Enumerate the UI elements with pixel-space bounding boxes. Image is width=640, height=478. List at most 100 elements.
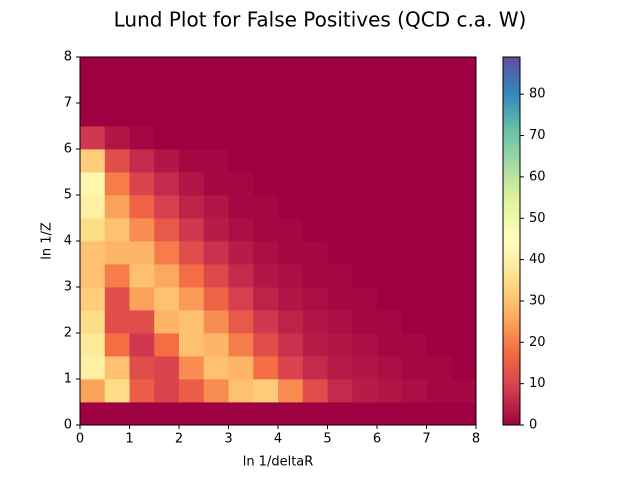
x-tick-label: 5 [323,432,331,447]
heatmap-cell [401,149,427,173]
y-axis-label: ln 1/Z [40,222,55,260]
heatmap-cell [80,103,106,127]
heatmap-cell [278,264,304,288]
heatmap-cell [377,402,403,426]
heatmap-cell [451,172,477,196]
heatmap-cell [154,57,180,81]
heatmap-cell [253,333,279,357]
heatmap-cell [352,379,378,403]
heatmap-cell [377,103,403,127]
heatmap-cell [278,218,304,242]
heatmap-cell [253,379,279,403]
heatmap-cell [129,218,155,242]
y-tick-label: 4 [64,234,72,249]
heatmap-cell [228,379,254,403]
heatmap-cell [253,149,279,173]
heatmap-cell [80,195,106,219]
heatmap-cell [253,195,279,219]
heatmap-cell [278,310,304,334]
heatmap-cell [179,241,205,265]
heatmap-cell [278,287,304,311]
heatmap-cell [104,172,130,196]
heatmap-cell [179,57,205,81]
heatmap-cell [401,241,427,265]
heatmap-cell [104,310,130,334]
heatmap-cell [129,57,155,81]
heatmap-cell [426,356,452,380]
heatmap-cell [352,310,378,334]
heatmap-cell [451,379,477,403]
heatmap-cell [154,218,180,242]
heatmap-cell [278,172,304,196]
heatmap-cell [179,333,205,357]
heatmap-cell [302,356,328,380]
heatmap-cell [179,149,205,173]
heatmap-cell [104,103,130,127]
heatmap-cell [327,241,353,265]
heatmap-cell [352,402,378,426]
heatmap-cell [327,195,353,219]
heatmap-cell [426,333,452,357]
heatmap-cell [302,310,328,334]
heatmap-cell [80,356,106,380]
heatmap-cell [451,195,477,219]
heatmap-cell [302,379,328,403]
heatmap-cell [278,57,304,81]
chart-title: Lund Plot for False Positives (QCD c.a. … [114,8,527,32]
x-axis-label: ln 1/deltaR [243,455,314,470]
heatmap-cell [302,287,328,311]
heatmap-cell [203,149,229,173]
heatmap-cell [302,264,328,288]
x-tick-label: 0 [76,432,84,447]
heatmap-cell [129,149,155,173]
heatmap-cell [104,264,130,288]
heatmap-cell [129,333,155,357]
x-tick-label: 4 [274,432,282,447]
heatmap-cell [253,310,279,334]
heatmap-cell [253,264,279,288]
heatmap-cell [154,126,180,150]
heatmap-cell [377,287,403,311]
heatmap-cell [154,149,180,173]
y-tick-label: 2 [64,326,72,341]
heatmap-cell [179,402,205,426]
heatmap-cell [228,333,254,357]
heatmap-cell [352,149,378,173]
heatmap-cell [451,241,477,265]
heatmap-cell [302,103,328,127]
heatmap-cell [104,195,130,219]
heatmap-cell [203,379,229,403]
heatmap-cell [154,80,180,104]
heatmap-cell [154,379,180,403]
heatmap-cell [154,172,180,196]
heatmap-cell [228,149,254,173]
heatmap-cell [104,356,130,380]
heatmap-cell [228,218,254,242]
heatmap-cell [203,80,229,104]
y-tick-label: 0 [64,418,72,433]
colorbar-tick-label: 70 [529,128,546,143]
y-tick-label: 1 [64,372,72,387]
colorbar-tick-label: 30 [529,293,546,308]
heatmap-cell [80,310,106,334]
heatmap-cell [451,264,477,288]
heatmap-cell [278,402,304,426]
heatmap-cell [451,149,477,173]
heatmap-cell [80,333,106,357]
heatmap-cell [228,402,254,426]
heatmap-cell [179,172,205,196]
heatmap-cell [327,126,353,150]
heatmap-cell [179,287,205,311]
heatmap-cell [401,103,427,127]
y-tick-label: 6 [64,142,72,157]
heatmap-cell [228,195,254,219]
heatmap-cell [154,402,180,426]
x-tick-label: 6 [373,432,381,447]
heatmap-cell [327,149,353,173]
heatmap-cell [154,241,180,265]
heatmap-cell [80,402,106,426]
heatmap-cell [80,126,106,150]
heatmap-cell [129,172,155,196]
heatmap-cell [80,287,106,311]
